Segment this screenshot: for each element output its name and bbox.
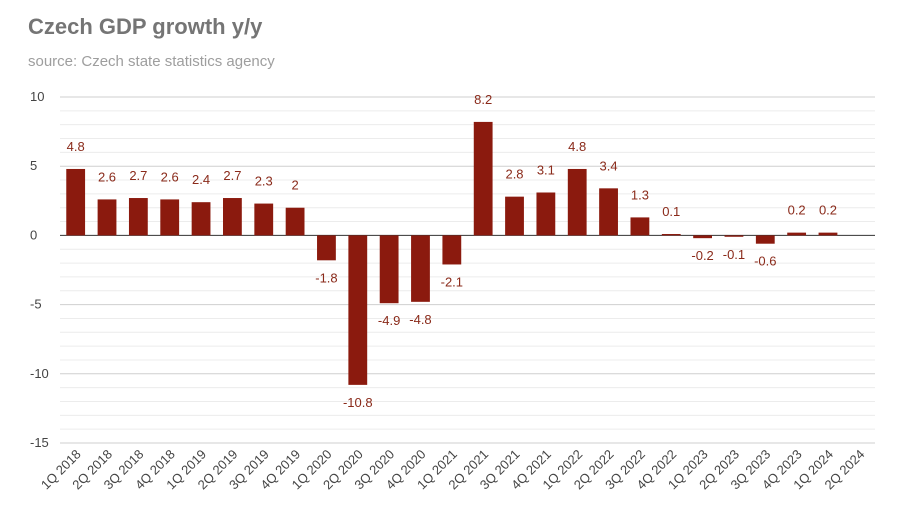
value-label: -0.6 <box>754 254 776 269</box>
value-label: 3.4 <box>600 158 618 173</box>
value-label: -4.8 <box>409 312 431 327</box>
bar <box>160 199 180 236</box>
value-label: -0.1 <box>723 247 745 262</box>
value-label: 1.3 <box>631 187 649 202</box>
value-label: 2.7 <box>129 168 147 183</box>
value-label: 0.2 <box>819 203 837 218</box>
chart-title: Czech GDP growth y/y <box>28 14 263 39</box>
bar <box>379 235 399 304</box>
bar <box>128 198 148 236</box>
value-label: -4.9 <box>378 313 400 328</box>
value-label: 2.7 <box>223 168 241 183</box>
bar <box>442 235 462 265</box>
bar <box>66 168 86 236</box>
chart-subtitle: source: Czech state statistics agency <box>28 53 275 70</box>
value-label: -2.1 <box>441 274 463 289</box>
value-label: -0.2 <box>691 248 713 263</box>
value-label: 2.4 <box>192 172 210 187</box>
y-tick-label: -5 <box>30 297 42 312</box>
bar <box>411 235 430 302</box>
bar <box>285 207 305 236</box>
y-tick-label: 0 <box>30 227 37 242</box>
bar <box>223 198 242 236</box>
y-tick-label: 10 <box>30 89 44 104</box>
bar <box>630 217 650 236</box>
value-label: 3.1 <box>537 162 555 177</box>
bar <box>473 121 493 236</box>
y-tick-label: 5 <box>30 158 37 173</box>
bar <box>317 235 336 261</box>
bar <box>348 235 368 385</box>
value-label: 0.2 <box>788 203 806 218</box>
bar <box>724 235 744 237</box>
bar <box>787 232 807 236</box>
value-label: 4.8 <box>568 139 586 154</box>
value-label: 2.6 <box>161 169 179 184</box>
value-label: -10.8 <box>343 395 373 410</box>
y-tick-label: -10 <box>30 366 49 381</box>
bar <box>755 235 775 244</box>
value-label: 8.2 <box>474 92 492 107</box>
bar <box>191 202 211 236</box>
bar <box>661 234 681 236</box>
value-label: 4.8 <box>67 139 85 154</box>
value-label: 2 <box>291 178 298 193</box>
bar <box>567 168 587 236</box>
bar <box>818 232 838 236</box>
bar <box>505 196 524 236</box>
bar <box>97 199 117 236</box>
value-label: 2.6 <box>98 169 116 184</box>
bar <box>254 203 274 236</box>
value-label: 2.8 <box>505 167 523 182</box>
value-label: 2.3 <box>255 174 273 189</box>
value-label: 0.1 <box>662 204 680 219</box>
y-tick-label: -15 <box>30 435 49 450</box>
value-label: -1.8 <box>315 270 337 285</box>
bar <box>693 235 712 239</box>
bar <box>599 188 618 236</box>
bar <box>536 192 556 236</box>
